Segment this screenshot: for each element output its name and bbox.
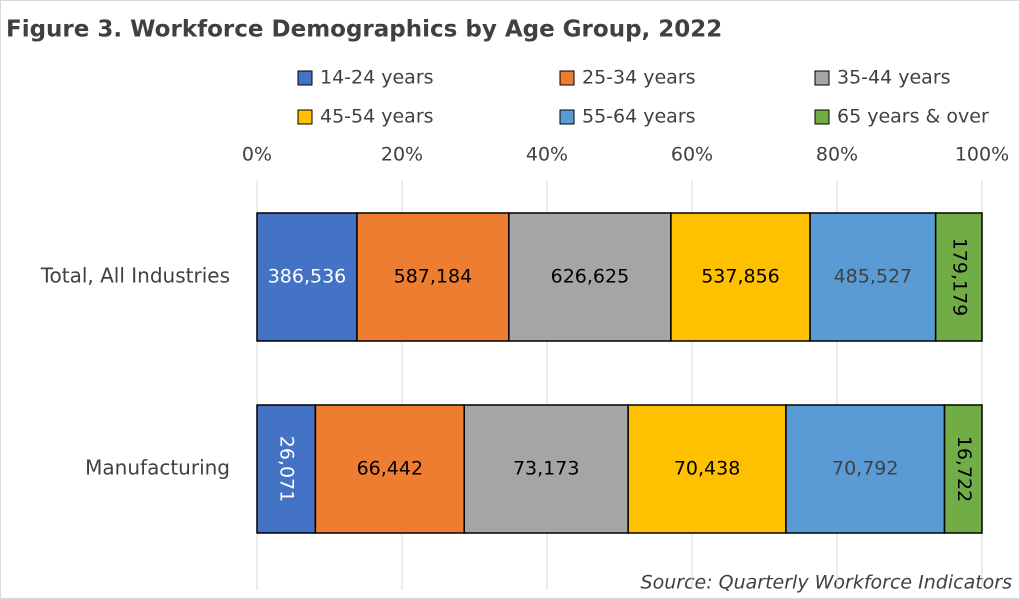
legend-label: 65 years & over xyxy=(837,106,989,128)
chart-title: Figure 3. Workforce Demographics by Age … xyxy=(6,17,722,43)
data-label: 70,792 xyxy=(832,458,898,480)
bar-segment xyxy=(934,212,983,342)
data-label: 16,722 xyxy=(953,436,975,502)
legend-label: 25-34 years xyxy=(582,67,696,89)
legend-label: 14-24 years xyxy=(320,67,434,89)
data-label: 66,442 xyxy=(357,458,423,480)
data-label: 179,179 xyxy=(948,238,970,317)
data-label: 587,184 xyxy=(394,266,473,288)
legend-swatch xyxy=(559,109,575,125)
bar-segment xyxy=(627,404,787,534)
x-tick-label: 40% xyxy=(526,144,568,166)
y-tick-label: Total, All Industries xyxy=(40,264,230,288)
x-tick-label: 100% xyxy=(955,144,1009,166)
legend-swatch xyxy=(297,70,313,86)
bar-segment xyxy=(508,212,672,342)
data-label: 73,173 xyxy=(513,458,579,480)
bar-segment xyxy=(943,404,983,534)
data-label: 70,438 xyxy=(674,458,740,480)
data-label: 537,856 xyxy=(701,266,780,288)
legend-label: 35-44 years xyxy=(837,67,951,89)
x-tick-label: 80% xyxy=(816,144,858,166)
legend-swatch xyxy=(559,70,575,86)
x-tick-label: 0% xyxy=(242,144,272,166)
legend-label: 55-64 years xyxy=(582,106,696,128)
bar-segment xyxy=(256,404,317,534)
legend-swatch xyxy=(814,70,830,86)
data-label: 485,527 xyxy=(834,266,913,288)
bar-segment xyxy=(785,404,946,534)
legend-swatch xyxy=(814,109,830,125)
bar-segment xyxy=(809,212,937,342)
bar-segment xyxy=(670,212,811,342)
bar-segment xyxy=(314,404,465,534)
data-label: 386,536 xyxy=(268,266,347,288)
source-note: Source: Quarterly Workforce Indicators xyxy=(641,572,1013,594)
legend-swatch xyxy=(297,109,313,125)
data-label: 26,071 xyxy=(276,436,298,502)
bar-segment xyxy=(463,404,629,534)
data-label: 626,625 xyxy=(551,266,630,288)
x-tick-label: 60% xyxy=(671,144,713,166)
x-tick-label: 20% xyxy=(381,144,423,166)
y-tick-label: Manufacturing xyxy=(85,456,230,480)
legend-label: 45-54 years xyxy=(320,106,434,128)
